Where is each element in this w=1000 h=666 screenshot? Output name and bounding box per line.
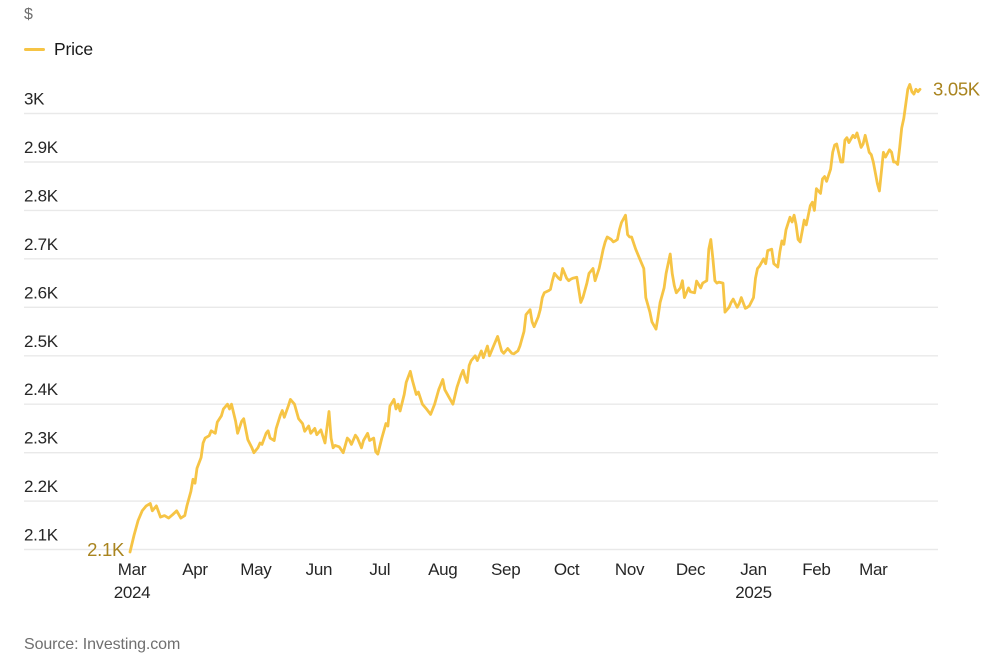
- y-tick-label: 2.6K: [24, 283, 59, 302]
- y-tick-label: 2.2K: [24, 477, 59, 496]
- x-tick-label: May: [240, 560, 272, 579]
- y-tick-label: 2.4K: [24, 380, 59, 399]
- price-line: [128, 83, 922, 554]
- x-tick-label: Mar: [118, 560, 147, 579]
- x-tick-year-label: 2024: [114, 583, 151, 602]
- x-tick-label: Oct: [554, 560, 580, 579]
- y-tick-label: 2.5K: [24, 332, 59, 351]
- y-axis-unit-label: $: [24, 6, 33, 23]
- y-tick-label: 2.3K: [24, 429, 59, 448]
- end-value-label: 3.05K: [933, 78, 981, 99]
- x-tick-label: Jun: [306, 560, 333, 579]
- y-tick-label: 2.1K: [24, 526, 59, 545]
- x-tick-label: Apr: [182, 560, 208, 579]
- x-tick-label: Jan: [740, 560, 767, 579]
- y-tick-label: 2.7K: [24, 235, 59, 254]
- y-tick-label: 2.9K: [24, 138, 59, 157]
- start-value-label: 2.1K: [87, 539, 125, 560]
- legend-item-price[interactable]: Price: [24, 39, 93, 60]
- x-tick-label: Mar: [859, 560, 888, 579]
- legend-label: Price: [54, 39, 93, 59]
- x-tick-label: Nov: [615, 560, 645, 579]
- legend: Price: [24, 39, 93, 60]
- legend-line-swatch: [24, 47, 45, 52]
- x-tick-label: Feb: [802, 560, 830, 579]
- x-tick-year-label: 2025: [735, 583, 772, 602]
- x-tick-label: Aug: [428, 560, 457, 579]
- y-tick-label: 3K: [24, 90, 45, 109]
- source-attribution: Source: Investing.com: [24, 636, 181, 653]
- x-tick-label: Jul: [369, 560, 390, 579]
- x-tick-label: Dec: [676, 560, 706, 579]
- x-tick-label: Sep: [491, 560, 520, 579]
- y-tick-label: 2.8K: [24, 186, 59, 205]
